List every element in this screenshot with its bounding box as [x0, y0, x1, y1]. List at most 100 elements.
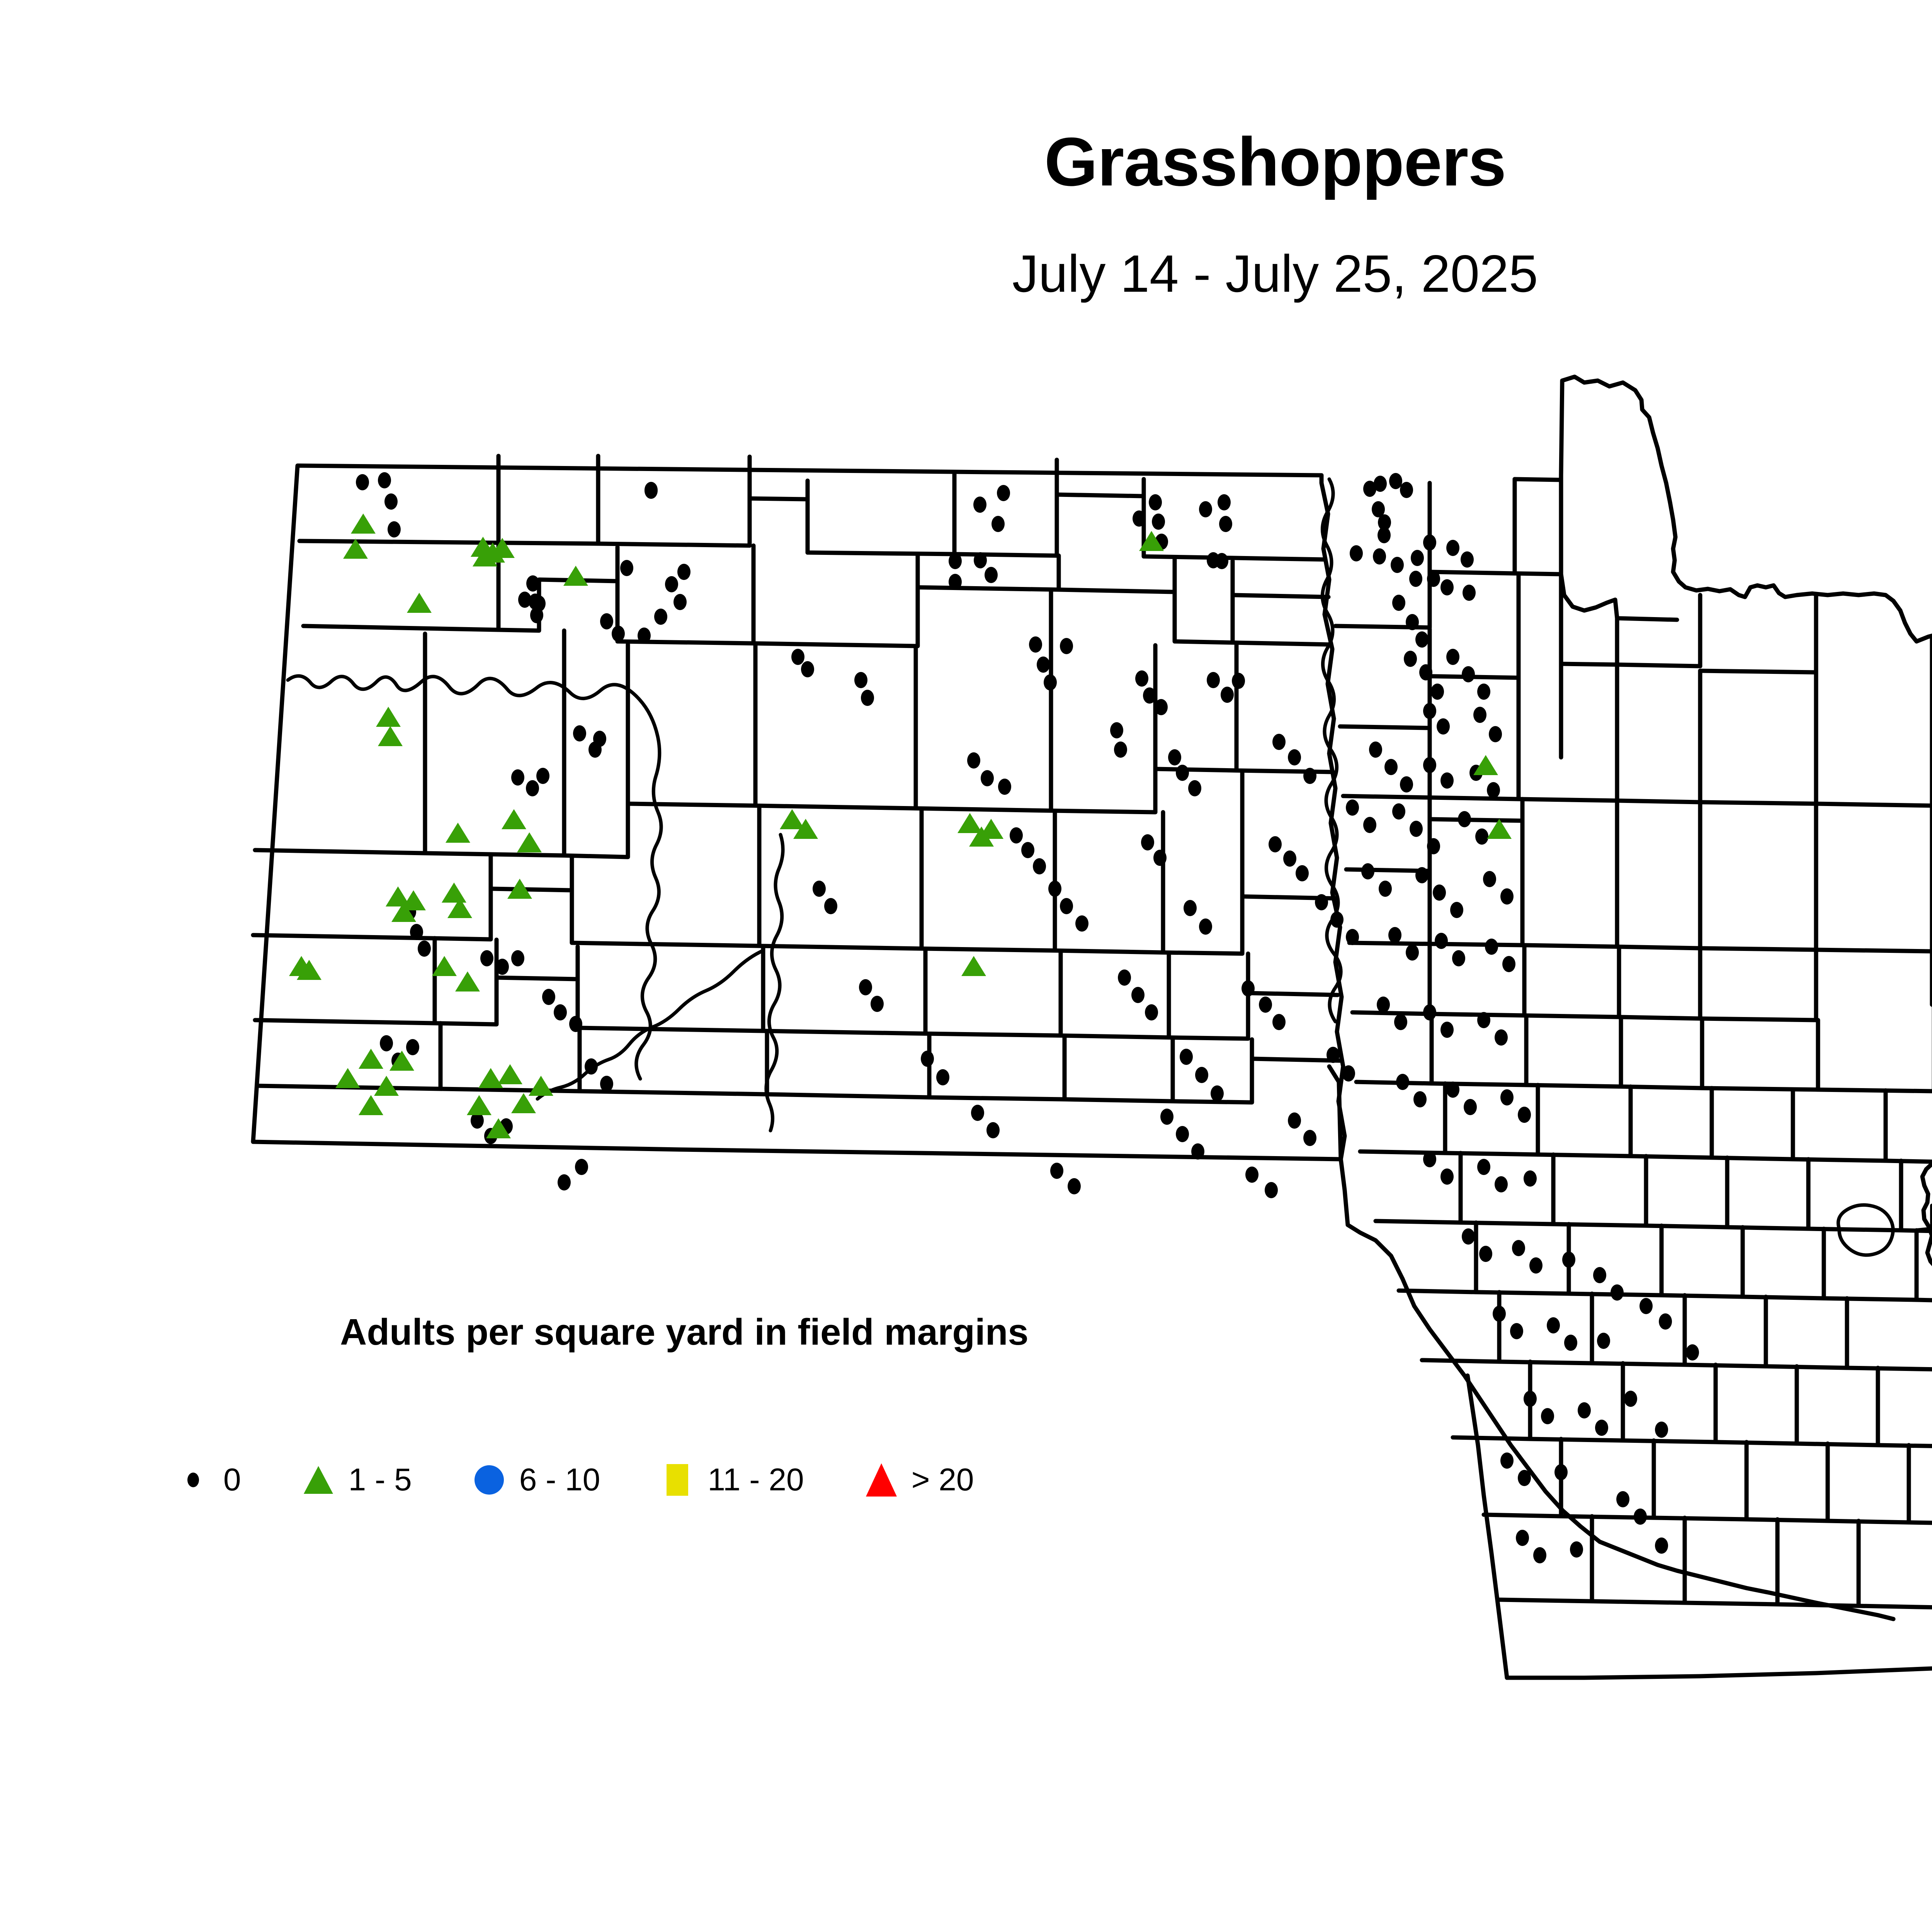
map-point-zero [1512, 1240, 1525, 1256]
map-point-zero [1114, 742, 1127, 758]
map-point-zero [1423, 757, 1436, 773]
map-point-zero [1379, 881, 1392, 897]
map-point-zero [1411, 550, 1424, 566]
map-point-zero [1464, 1099, 1477, 1115]
map-point-zero [1493, 1306, 1506, 1322]
map-point-1-5 [359, 1095, 383, 1115]
map-point-zero [1463, 585, 1476, 601]
map-point-zero [1639, 1298, 1653, 1314]
map-point-zero [645, 483, 658, 499]
map-point-1-5 [1139, 531, 1164, 551]
map-point-1-5 [1487, 819, 1512, 839]
map-point-1-5 [389, 1051, 414, 1071]
legend-label-gt-20: > 20 [911, 1462, 974, 1497]
map-point-1-5 [297, 960, 321, 980]
map-point-1-5 [391, 902, 416, 922]
map-point-zero [1450, 902, 1463, 918]
map-point-zero [1388, 927, 1401, 943]
map-point-zero [1433, 884, 1446, 901]
map-point-zero [406, 1039, 419, 1055]
legend-label-0: 0 [223, 1462, 241, 1497]
map-point-zero [530, 607, 543, 623]
map-point-zero [378, 472, 391, 488]
map-point-zero [1363, 481, 1376, 497]
map-point-1-5 [780, 809, 804, 829]
map-point-1-5 [511, 1093, 536, 1113]
map-point-zero [992, 516, 1005, 532]
map-point-zero [861, 690, 874, 706]
map-point-zero [1446, 649, 1459, 665]
map-point-zero [1303, 1130, 1316, 1146]
map-point-1-5 [351, 514, 376, 534]
map-point-zero [1288, 749, 1301, 765]
map-point-zero [1410, 821, 1423, 837]
map-point-zero [585, 1058, 598, 1075]
legend-item-1-5[interactable]: 1 - 5 [295, 1464, 412, 1496]
map-point-zero [1050, 1163, 1063, 1179]
map-point-zero [1446, 1082, 1459, 1098]
map-point-zero [1500, 1452, 1514, 1469]
map-point-zero [1242, 980, 1255, 997]
map-point-zero [1131, 987, 1145, 1003]
map-point-zero [1533, 1547, 1546, 1563]
map-point-zero [1431, 684, 1444, 700]
map-point-zero [573, 725, 586, 742]
map-point-zero [1207, 672, 1220, 688]
map-point-zero [967, 752, 980, 769]
map-point-zero [575, 1159, 588, 1175]
map-point-zero [1369, 742, 1382, 758]
map-point-zero [1516, 1530, 1529, 1546]
map-point-zero [526, 780, 539, 796]
legend-item-gt-20[interactable]: > 20 [858, 1463, 974, 1497]
map-point-zero [1219, 516, 1232, 532]
page-subtitle: July 14 - July 25, 2025 [1012, 244, 1538, 303]
map-point-zero [813, 881, 826, 897]
legend-swatch-yellow-square-icon [654, 1464, 701, 1496]
map-point-zero [410, 924, 423, 940]
map-point-zero [1562, 1252, 1575, 1268]
map-point-zero [1423, 1004, 1436, 1020]
map-point-zero [1446, 540, 1459, 556]
map-point-zero [1149, 494, 1162, 510]
map-point-zero [1378, 514, 1391, 531]
legend-swatch-red-triangle-icon [858, 1463, 905, 1497]
map-point-zero [1394, 1014, 1407, 1030]
map-point-zero [1462, 1228, 1475, 1245]
map-point-zero [1118, 969, 1131, 986]
legend-item-0[interactable]: 0 [170, 1464, 241, 1496]
map-point-1-5 [961, 956, 986, 976]
legend-item-6-10[interactable]: 6 - 10 [466, 1464, 600, 1496]
map-point-zero [1458, 811, 1471, 827]
map-point-zero [1265, 1182, 1278, 1198]
map-point-zero [1624, 1391, 1637, 1407]
map-point-zero [1199, 918, 1212, 935]
legend-item-11-20[interactable]: 11 - 20 [654, 1464, 804, 1496]
map-point-zero [1616, 1491, 1629, 1507]
page-title: Grasshoppers [1044, 123, 1507, 200]
map-point-zero [1452, 950, 1465, 966]
map-point-zero [1541, 1408, 1554, 1424]
map-point-zero [1350, 545, 1363, 561]
mille-lacs-lake [1836, 1203, 1895, 1257]
map-point-zero [1396, 1074, 1409, 1090]
map-point-zero [1346, 929, 1359, 945]
map-point-zero [1135, 670, 1148, 687]
map-point-1-5 [447, 898, 472, 918]
map-point-zero [1133, 510, 1146, 527]
map-point-1-5 [1473, 755, 1498, 775]
map-point-zero [1578, 1402, 1591, 1418]
map-point-zero [1435, 933, 1448, 949]
map-point-zero [1400, 776, 1413, 793]
map-point-zero [921, 1051, 934, 1067]
map-point-zero [985, 567, 998, 583]
map-point-zero [1221, 687, 1234, 703]
map-point-zero [1595, 1420, 1608, 1436]
map-point-zero [1272, 734, 1286, 750]
map-point-zero [600, 1076, 613, 1092]
map-point-zero [1415, 631, 1429, 648]
map-point-zero [388, 521, 401, 537]
map-point-zero [1269, 836, 1282, 852]
map-point-zero [1330, 912, 1344, 928]
legend-swatch-blue-circle-icon [466, 1465, 512, 1495]
